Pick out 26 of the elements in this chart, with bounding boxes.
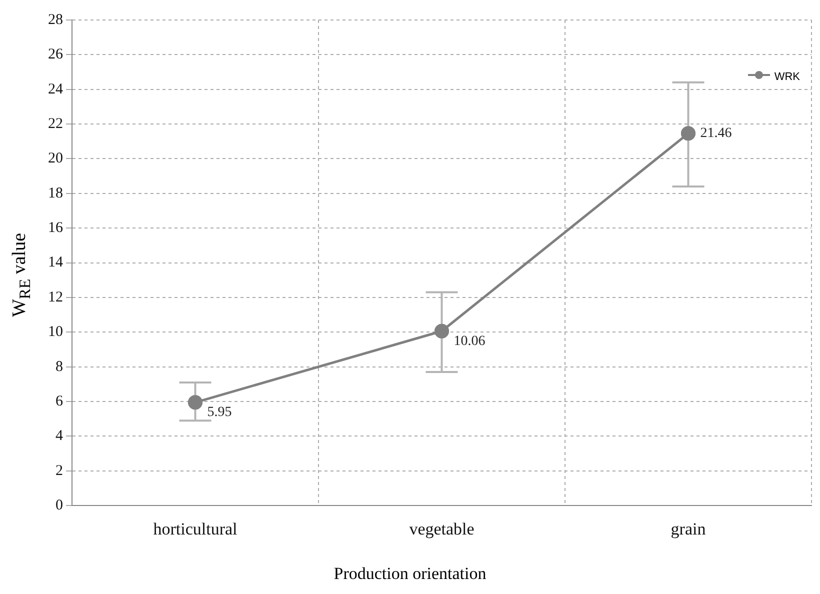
- y-tick-label: 22: [48, 116, 63, 132]
- y-tick-label: 20: [48, 150, 63, 167]
- y-tick-label: 12: [48, 289, 63, 306]
- y-tick-label: 18: [48, 185, 63, 202]
- y-tick-label: 4: [56, 428, 64, 444]
- y-tick-label: 0: [56, 498, 63, 514]
- x-axis-title: Production orientation: [332, 564, 488, 584]
- point: [681, 126, 696, 141]
- y-tick-label: 8: [56, 358, 63, 375]
- y-tick-label: 26: [48, 46, 64, 63]
- data-label: 10.06: [454, 334, 486, 349]
- data-label: 5.95: [207, 405, 232, 420]
- data-label: 21.46: [700, 126, 732, 142]
- x-tick-label: vegetable: [409, 519, 474, 538]
- point: [188, 395, 202, 410]
- point: [434, 324, 449, 338]
- y-tick-label: 14: [48, 254, 64, 271]
- y-tick-label: 28: [48, 12, 63, 28]
- legend-label: WRK: [774, 70, 800, 82]
- y-tick-label: 6: [56, 393, 64, 410]
- y-tick-label: 24: [48, 81, 64, 98]
- y-tick-label: 2: [56, 462, 63, 479]
- x-tick-label: grain: [670, 519, 706, 538]
- y-tick-label: 10: [48, 324, 63, 340]
- x-tick-label: horticultural: [153, 519, 238, 538]
- y-tick-label: 16: [48, 220, 64, 236]
